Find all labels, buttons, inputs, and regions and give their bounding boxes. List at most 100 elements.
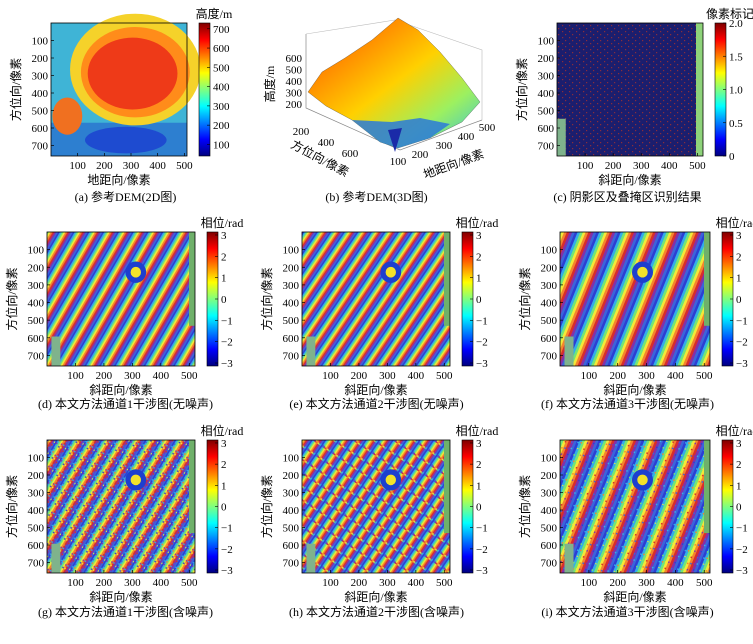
panel-f: 100 200 300 400 500 600 700 100 200 300 400 500 斜距向/… <box>517 215 753 397</box>
colorbar-tick-label: 100 <box>213 139 230 151</box>
colorbar-tick-label: 1 <box>736 480 742 492</box>
z-axis-label: 高度/m <box>262 65 277 102</box>
plot-frame <box>301 439 451 574</box>
axis-box <box>305 34 483 151</box>
dem-surface-pit <box>388 128 402 152</box>
caption-c: (c) 阴影区及叠掩区识别结果 <box>553 190 702 204</box>
colorbar-tick-label: 0 <box>736 502 742 514</box>
y-tick-label: 200 <box>283 470 300 482</box>
y-tick-label: 700 <box>541 558 558 570</box>
caption-f: (f) 本文方法通道3干涉图(无噪声) <box>541 397 714 411</box>
y-tick-label: 100 <box>283 245 300 257</box>
z-tick-label: 500 <box>286 65 303 77</box>
y-tick-label: 600 <box>32 123 49 135</box>
x-tick-label: 300 <box>379 577 396 589</box>
colorbar-tick-label: −1 <box>476 523 488 535</box>
y-tick-label: 500 <box>541 523 558 535</box>
y-tick-label: 300 <box>541 280 558 292</box>
colorbar-tick-label: 2 <box>736 251 742 263</box>
x-axis-label: 斜距向/像素 <box>344 589 407 604</box>
colorbar-tick-label: 500 <box>213 62 230 74</box>
y-tick-label: 400 <box>28 298 45 310</box>
x-tick-label: 500 <box>689 160 706 172</box>
x-tick-label: 400 <box>408 370 425 382</box>
x-axis-label: 斜距向/像素 <box>598 172 661 187</box>
x-axis-label: 斜距向/像素 <box>344 382 407 397</box>
y-tick-label: 400 <box>28 505 45 517</box>
colorbar-tick-label: −1 <box>736 523 748 535</box>
x-tick-label: 400 <box>458 131 475 143</box>
x-axis-label: 地距向/像素 <box>421 146 486 182</box>
x-tick-label: 200 <box>412 149 429 161</box>
y-tick-label: 500 <box>541 315 558 327</box>
y-tick-label: 200 <box>293 126 310 138</box>
z-tick-label: 300 <box>286 88 303 100</box>
colorbar-tick-label: −3 <box>221 358 233 370</box>
x-tick-label: 200 <box>605 160 622 172</box>
colorbar-tick-label: 0 <box>729 151 735 163</box>
x-tick-label: 200 <box>96 577 113 589</box>
caption-a: (a) 参考DEM(2D图) <box>74 190 177 204</box>
y-axis-label: 方位向/像素 <box>259 475 274 538</box>
y-tick-label: 700 <box>283 558 300 570</box>
x-tick-label: 300 <box>124 370 141 382</box>
colorbar-tick-label: 3 <box>736 230 742 242</box>
y-tick-label: 600 <box>538 123 555 135</box>
colorbar-tick-label: 0 <box>221 294 227 306</box>
colorbar-tick-label: −3 <box>476 565 488 577</box>
y-tick-label: 300 <box>541 488 558 500</box>
y-tick-label: 500 <box>28 315 45 327</box>
x-tick-label: 400 <box>661 160 678 172</box>
plot-frame <box>559 231 711 367</box>
colorbar-tick-label: −1 <box>736 315 748 327</box>
x-tick-label: 500 <box>696 370 713 382</box>
colorbar-title: 相位/rad <box>201 423 244 438</box>
x-tick-label: 500 <box>176 160 193 172</box>
colorbar-tick-label: −1 <box>221 523 233 535</box>
colorbar-title: 像素标记 <box>706 7 753 21</box>
z-tick-label: 200 <box>286 99 303 111</box>
colorbar-tick-label: 400 <box>213 82 230 94</box>
x-axis-label: 斜距向/像素 <box>603 382 666 397</box>
colorbar-title: 相位/rad <box>456 423 499 438</box>
x-tick-label: 500 <box>436 370 453 382</box>
y-tick-label: 600 <box>541 540 558 552</box>
x-tick-label: 500 <box>181 370 198 382</box>
colorbar-tick-label: 2.0 <box>729 18 743 30</box>
y-tick-label: 200 <box>538 53 555 65</box>
y-axis-label: 方位向/像素 <box>514 58 529 121</box>
y-tick-label: 100 <box>538 36 555 48</box>
x-axis-label: 地距向/像素 <box>87 172 150 187</box>
z-tick-label: 400 <box>286 76 303 88</box>
colorbar-tick-label: −2 <box>221 337 233 349</box>
x-tick-label: 300 <box>123 160 140 172</box>
z-tick-label: 600 <box>286 53 303 65</box>
y-tick-label: 100 <box>28 453 45 465</box>
colorbar-tick-label: 600 <box>213 43 230 55</box>
x-tick-label: 500 <box>696 577 713 589</box>
colorbar-title: 相位/rad <box>201 215 244 230</box>
plot-frame <box>46 439 196 574</box>
y-tick-label: 600 <box>283 333 300 345</box>
dem-surface-low <box>352 118 450 148</box>
colorbar-tick-label: −2 <box>476 337 488 349</box>
colorbar-tick-label: −1 <box>221 315 233 327</box>
panel-g: 100 200 300 400 500 600 700 100 200 300 400 500 斜距向/… <box>4 423 243 604</box>
y-tick-label: 400 <box>32 88 49 100</box>
x-tick-label: 100 <box>67 370 84 382</box>
x-tick-label: 200 <box>609 577 626 589</box>
x-tick-label: 100 <box>67 577 84 589</box>
y-tick-label: 400 <box>283 505 300 517</box>
y-tick-label: 300 <box>28 280 45 292</box>
x-tick-label: 100 <box>581 577 598 589</box>
colorbar-tick-label: −2 <box>736 544 748 556</box>
x-tick-label: 200 <box>609 370 626 382</box>
colorbar-tick-label: 0.5 <box>729 118 743 130</box>
y-tick-label: 600 <box>28 333 45 345</box>
x-tick-label: 100 <box>322 577 339 589</box>
colorbar-tick-label: −2 <box>736 337 748 349</box>
plot-frame <box>301 231 451 367</box>
x-tick-label: 300 <box>124 577 141 589</box>
x-tick-label: 100 <box>69 160 86 172</box>
